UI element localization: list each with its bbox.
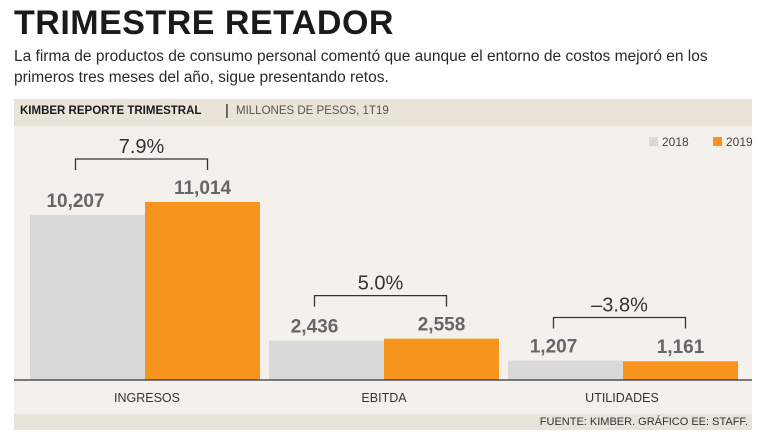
bar-utilidades-2018 — [508, 360, 623, 380]
legend-label-2019: 2019 — [726, 135, 753, 149]
bar-ebitda-2019 — [384, 338, 499, 380]
units-label: MILLONES DE PESOS, 1T19 — [236, 105, 389, 117]
footer-band: FUENTE: KIMBER. GRÁFICO EE: STAFF. — [14, 414, 752, 430]
change-bracket-ingresos — [74, 158, 209, 170]
legend-swatch-2019 — [713, 137, 722, 146]
bar-ingresos-2018 — [30, 215, 145, 380]
report-band: KIMBER REPORTE TRIMESTRAL | MILLONES DE … — [14, 99, 752, 126]
legend-item-2019: 2019 — [713, 135, 753, 149]
data-label-ingresos-2019: 11,014 — [174, 178, 231, 199]
data-label-utilidades-2018: 1,207 — [530, 336, 578, 357]
data-label-ingresos-2018: 10,207 — [46, 191, 104, 212]
legend-label-2018: 2018 — [662, 135, 689, 149]
report-label: KIMBER REPORTE TRIMESTRAL — [20, 105, 202, 117]
chart-subtitle: La firma de productos de consumo persona… — [14, 48, 708, 86]
change-label-ebitda: 5.0% — [358, 273, 404, 295]
data-label-ebitda-2019: 2,558 — [418, 315, 466, 336]
data-label-utilidades-2019: 1,161 — [657, 337, 705, 358]
category-label-ingresos: INGRESOS — [114, 391, 180, 405]
legend-swatch-2018 — [649, 137, 658, 146]
source-note: FUENTE: KIMBER. GRÁFICO EE: STAFF. — [539, 416, 748, 428]
category-label-utilidades: UTILIDADES — [585, 391, 659, 405]
bar-utilidades-2019 — [623, 361, 738, 380]
bar-ingresos-2019 — [145, 202, 260, 380]
category-label-ebitda: EBITDA — [361, 391, 407, 405]
change-bracket-utilidades — [552, 316, 687, 329]
bar-ebitda-2018 — [269, 340, 384, 380]
change-bracket-ebitda — [313, 295, 448, 307]
change-label-ingresos: 7.9% — [119, 136, 165, 158]
data-label-ebitda-2018: 2,436 — [291, 317, 339, 338]
change-label-utilidades: –3.8% — [591, 294, 648, 316]
legend-item-2018: 2018 — [649, 135, 689, 149]
chart-title: TRIMESTRE RETADOR — [14, 4, 394, 42]
report-separator: | — [225, 102, 229, 119]
